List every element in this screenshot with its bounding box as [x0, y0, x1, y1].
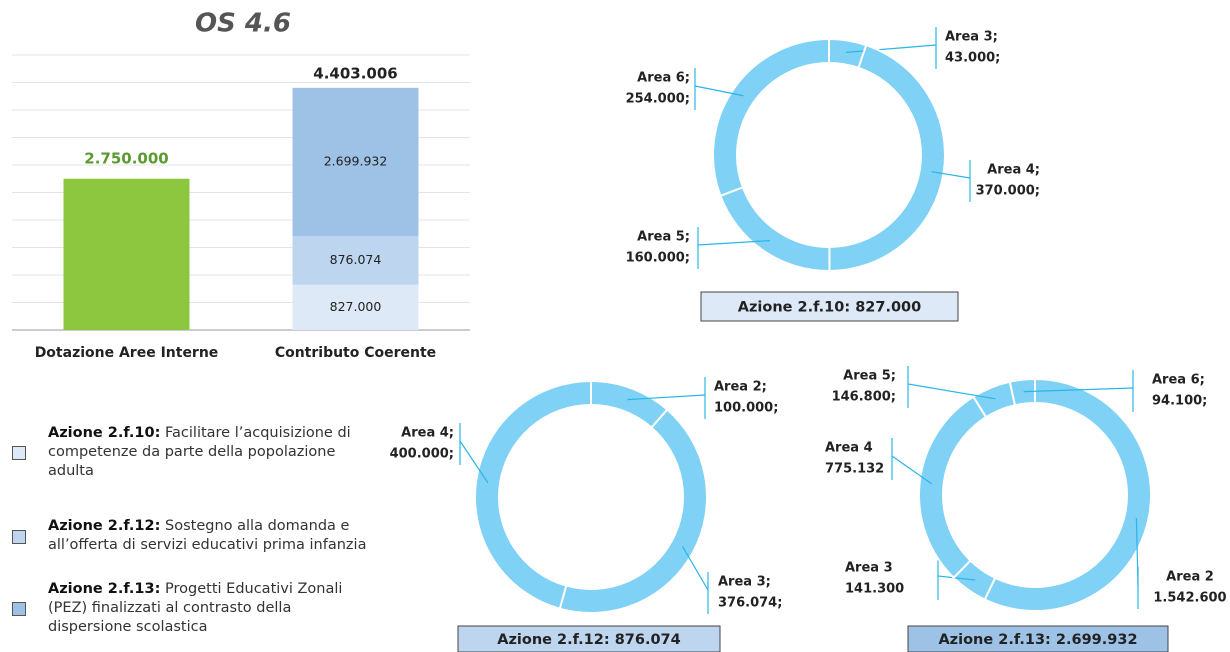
- category-label: Area 5;: [637, 230, 690, 245]
- legend-swatch: [12, 446, 26, 460]
- leader-line: [937, 575, 976, 581]
- donut-slice: [828, 43, 946, 273]
- value-label: 2.750.000: [84, 149, 168, 167]
- donut-slice: [590, 379, 669, 430]
- value-label: 160.000;: [626, 251, 690, 266]
- bar-segment: [292, 87, 419, 237]
- category-label: Area 5;: [843, 369, 896, 384]
- donut-slice: [474, 379, 592, 610]
- value-label: 1.542.600: [1153, 591, 1226, 606]
- total-box-label: Azione 2.f.10: 827.000: [738, 300, 922, 316]
- value-label: 876.074: [330, 252, 382, 267]
- category-label: Area 3;: [945, 30, 998, 45]
- bar-segment: [292, 284, 419, 330]
- total-box: [457, 625, 721, 652]
- leader-line: [694, 85, 744, 97]
- value-label: 141.300: [845, 582, 904, 597]
- bar-segment: [63, 178, 190, 330]
- legend-name: Azione 2.f.13:: [48, 581, 161, 597]
- value-label: 146.800;: [832, 390, 896, 405]
- legend-name: Azione 2.f.12:: [48, 518, 161, 534]
- donut-slice: [983, 377, 1152, 612]
- donut-slice: [712, 37, 830, 198]
- total-label: 4.403.006: [313, 64, 397, 82]
- leader-line: [907, 383, 996, 400]
- leader-line: [681, 546, 709, 591]
- value-label: 43.000;: [945, 51, 1000, 66]
- category-label: Area 3;: [718, 575, 771, 590]
- category-label: Area 4: [825, 441, 873, 456]
- legend-text: Azione 2.f.12: Sostegno alla domanda e a…: [48, 517, 368, 555]
- donut-slice: [918, 395, 988, 580]
- legend-text: Azione 2.f.10: Facilitare l’acquisizione…: [48, 424, 368, 481]
- category-label: Area 3: [845, 561, 893, 576]
- total-box-label: Azione 2.f.12: 876.074: [497, 632, 681, 648]
- category-label: Area 6;: [637, 71, 690, 86]
- value-label: 100.000;: [714, 401, 778, 416]
- category-label: Area 2: [1166, 570, 1214, 585]
- x-tick-label: Contributo Coerente: [275, 345, 436, 361]
- category-label: Area 2;: [714, 380, 767, 395]
- leader-line: [891, 455, 932, 485]
- x-tick-label: Dotazione Aree Interne: [35, 345, 219, 361]
- category-label: Area 4;: [401, 426, 454, 441]
- value-label: 370.000;: [976, 184, 1040, 199]
- category-label: Area 6;: [1152, 373, 1205, 388]
- donut-slice: [719, 186, 831, 272]
- legend-name: Azione 2.f.10:: [48, 425, 161, 441]
- category-label: Area 4;: [987, 163, 1040, 178]
- value-label: 94.100;: [1152, 394, 1207, 409]
- value-label: 400.000;: [390, 447, 454, 462]
- total-box-label: Azione 2.f.13: 2.699.932: [938, 632, 1137, 648]
- leader-line: [627, 394, 706, 401]
- leader-line: [931, 171, 971, 179]
- value-label: 2.699.932: [324, 154, 388, 169]
- bar-segment: [292, 236, 419, 285]
- legend-text: Azione 2.f.13: Progetti Educativi Zonali…: [48, 580, 368, 637]
- leader-line: [1023, 387, 1134, 393]
- donut-slice: [558, 408, 708, 614]
- total-box: [907, 625, 1169, 652]
- leader-line: [845, 44, 937, 53]
- legend-swatch: [12, 530, 26, 544]
- value-label: 254.000;: [626, 92, 690, 107]
- leader-line: [459, 440, 489, 484]
- value-label: 827.000: [330, 299, 382, 314]
- chart-title: OS 4.6: [195, 9, 291, 39]
- total-box: [700, 291, 959, 322]
- legend-description: Sostegno alla domanda e all’offerta di s…: [48, 518, 367, 553]
- value-label: 376.074;: [718, 596, 782, 611]
- legend-swatch: [12, 602, 26, 616]
- legend-description: Progetti Educativi Zonali (PEZ) finalizz…: [48, 581, 343, 635]
- donut-slice: [1008, 377, 1036, 407]
- legend-description: Facilitare l’acquisizione di competenze …: [48, 425, 351, 479]
- value-label: 775.132: [825, 462, 884, 477]
- leader-line: [697, 240, 770, 246]
